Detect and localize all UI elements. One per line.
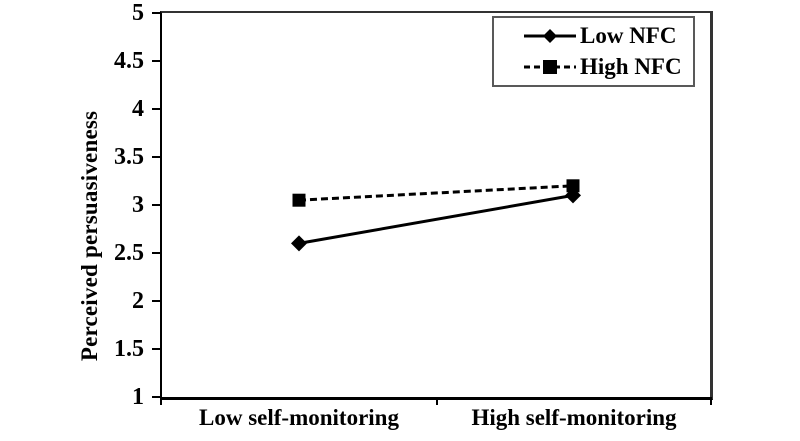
y-tick-5 [152,12,160,14]
y-tick-label-4.5: 4.5 [114,48,144,74]
legend-entry-low-nfc: Low NFC [524,23,693,49]
y-tick-label-4: 4 [132,96,144,122]
low-nfc-series-line [298,193,574,245]
y-tick-1.5 [152,348,160,350]
x-category-label-high-self-monitoring: High self-monitoring [471,405,677,430]
x-tick-0 [160,397,162,405]
y-tick-label-1.5: 1.5 [114,336,144,362]
legend-label-high-nfc: High NFC [580,54,682,79]
plot-area [160,11,713,400]
high-nfc-square-marker-point-0 [292,193,306,207]
y-tick-4 [152,108,160,110]
y-tick-4.5 [152,60,160,62]
solid-line-diamond-marker-icon [524,29,576,43]
low-nfc-diamond-marker-point-0 [291,235,307,252]
y-tick-label-3: 3 [132,192,144,218]
y-tick-label-3.5: 3.5 [114,144,144,170]
y-tick-label-1: 1 [132,384,144,410]
x-tick-1 [436,397,438,405]
series-plot [291,179,581,252]
y-tick-3.5 [152,156,160,158]
legend-label-low-nfc: Low NFC [580,23,677,48]
dashed-line-square-marker-icon [524,60,576,74]
y-tick-label-2.5: 2.5 [114,240,144,266]
legend-entry-high-nfc: High NFC [524,54,693,80]
y-tick-2.5 [152,252,160,254]
y-tick-label-2: 2 [132,288,144,314]
y-tick-2 [152,300,160,302]
high-nfc-series-line [298,184,574,202]
x-tick-2 [710,397,712,405]
y-tick-1 [152,396,160,398]
y-tick-3 [152,204,160,206]
legend-box: Low NFC High NFC [492,16,695,87]
x-category-label-low-self-monitoring: Low self-monitoring [199,405,399,430]
y-tick-label-5: 5 [132,0,144,26]
high-nfc-square-marker-point-1 [566,179,580,193]
